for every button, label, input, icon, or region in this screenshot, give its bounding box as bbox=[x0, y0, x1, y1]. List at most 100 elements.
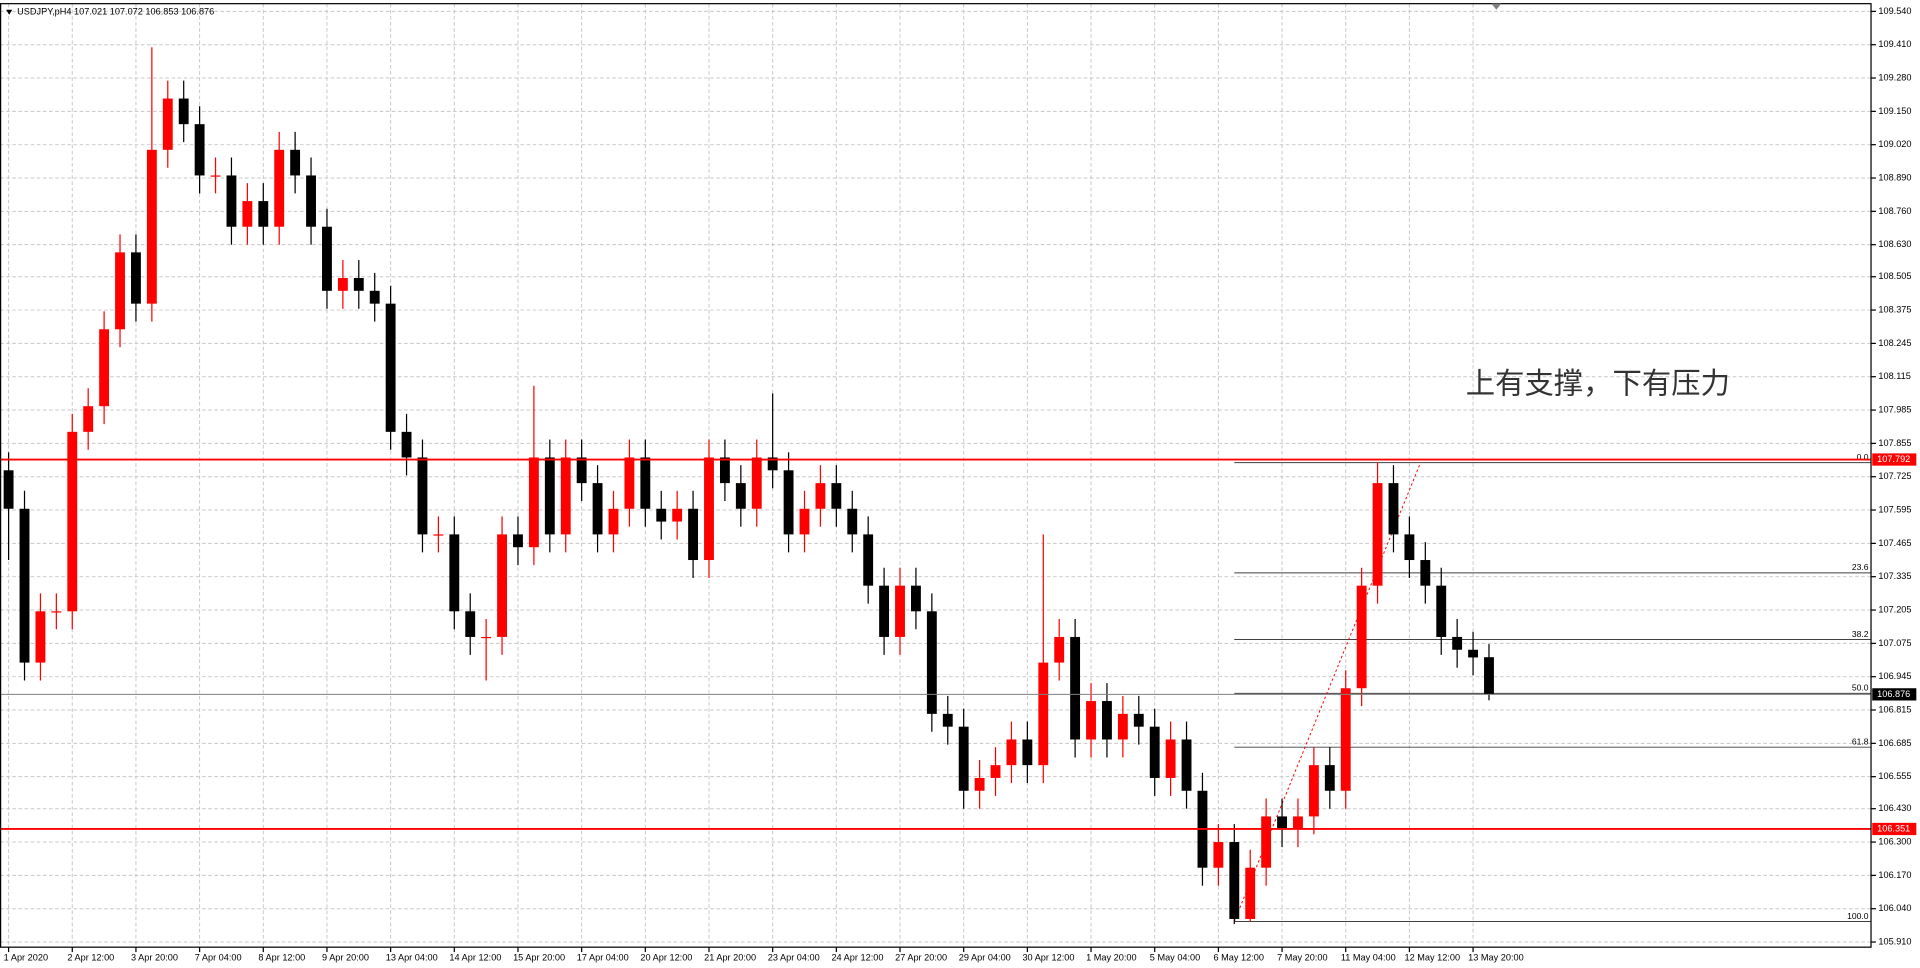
candle-body bbox=[337, 278, 348, 291]
candle-body bbox=[290, 149, 301, 176]
candle-body bbox=[544, 457, 555, 535]
candle-body bbox=[1102, 701, 1112, 740]
y-tick-label: 109.540 bbox=[1878, 6, 1911, 16]
candle-body bbox=[210, 175, 221, 177]
candle-body bbox=[895, 585, 905, 637]
candle-body bbox=[1133, 713, 1144, 727]
price-level-box bbox=[1872, 688, 1917, 701]
candle-body bbox=[926, 611, 937, 714]
y-tick-label: 109.410 bbox=[1878, 39, 1911, 49]
candle-body bbox=[401, 431, 412, 458]
price-level-label: 106.876 bbox=[1877, 689, 1910, 699]
candle-body bbox=[1213, 842, 1224, 868]
x-tick-label: 2 Apr 12:00 bbox=[67, 953, 114, 963]
x-tick-label: 27 Apr 20:00 bbox=[895, 953, 947, 963]
candle-body bbox=[465, 611, 476, 637]
candle-body bbox=[497, 534, 507, 637]
candle-body bbox=[226, 175, 237, 227]
y-tick-label: 109.280 bbox=[1878, 72, 1911, 82]
candle-body bbox=[1277, 816, 1287, 830]
y-tick-label: 106.040 bbox=[1878, 903, 1911, 913]
candle-body bbox=[656, 508, 667, 522]
y-tick-label: 108.760 bbox=[1878, 206, 1911, 216]
candle-body bbox=[815, 483, 826, 509]
candle-body bbox=[719, 457, 730, 484]
candle-body bbox=[1117, 713, 1128, 740]
axes: 109.540 109.410 109.280 109.150 109.020 108.8… bbox=[4, 6, 1917, 963]
candle-body bbox=[799, 508, 810, 535]
candle-body bbox=[688, 508, 699, 561]
y-tick-label: 107.855 bbox=[1878, 438, 1911, 448]
fibo-label: 23.6 bbox=[1852, 562, 1869, 572]
candle-body bbox=[1436, 585, 1447, 637]
x-tick-label: 11 May 04:00 bbox=[1341, 953, 1396, 963]
candle-body bbox=[385, 303, 396, 432]
candle-body bbox=[1468, 649, 1479, 658]
candle-body bbox=[194, 124, 205, 176]
candle-body bbox=[990, 765, 1001, 778]
x-tick-label: 21 Apr 20:00 bbox=[704, 953, 756, 963]
chart-title: USDJPY,pH4 107.021 107.072 106.853 106.8… bbox=[17, 7, 214, 17]
candle-body bbox=[624, 457, 635, 509]
candle-body bbox=[1165, 739, 1176, 778]
candle-body bbox=[751, 457, 762, 509]
y-tick-label: 106.685 bbox=[1878, 738, 1911, 748]
candle-body bbox=[847, 508, 858, 535]
candle-body bbox=[1086, 701, 1096, 740]
y-tick-label: 106.170 bbox=[1878, 870, 1911, 880]
candle-body bbox=[3, 470, 14, 509]
y-tick-label: 108.630 bbox=[1878, 239, 1911, 249]
candle-body bbox=[528, 457, 539, 548]
x-tick-label: 5 May 04:00 bbox=[1150, 953, 1200, 963]
price-level-label: 107.792 bbox=[1877, 454, 1910, 464]
title-icon bbox=[6, 9, 13, 15]
y-tick-label: 107.335 bbox=[1878, 571, 1911, 581]
candle-body bbox=[1420, 560, 1431, 586]
x-tick-label: 1 Apr 2020 bbox=[4, 953, 48, 963]
candle-body bbox=[879, 585, 890, 637]
trend-line bbox=[1233, 462, 1421, 922]
candle-body bbox=[1054, 636, 1065, 663]
y-tick-label: 107.595 bbox=[1878, 504, 1911, 514]
price-level-box bbox=[1872, 453, 1917, 466]
candle-body bbox=[735, 483, 746, 509]
y-tick-label: 108.115 bbox=[1878, 371, 1910, 381]
fibo-label: 0.0 bbox=[1857, 452, 1869, 462]
candle-body bbox=[369, 290, 380, 304]
candle-body bbox=[1149, 726, 1160, 778]
y-tick-label: 106.945 bbox=[1878, 671, 1911, 681]
x-tick-label: 13 May 20:00 bbox=[1468, 953, 1524, 963]
y-tick-label: 106.430 bbox=[1878, 803, 1911, 813]
candle-body bbox=[1229, 842, 1240, 919]
candle-body bbox=[767, 457, 778, 471]
y-tick-label: 108.890 bbox=[1878, 172, 1911, 182]
candle-body bbox=[1293, 816, 1303, 830]
y-tick-label: 107.205 bbox=[1878, 604, 1911, 614]
x-tick-label: 30 Apr 12:00 bbox=[1022, 953, 1074, 963]
y-tick-label: 107.075 bbox=[1878, 638, 1911, 648]
y-tick-label: 105.910 bbox=[1878, 936, 1911, 946]
candle-body bbox=[1324, 765, 1335, 791]
candle-body bbox=[1261, 816, 1272, 868]
x-tick-label: 29 Apr 04:00 bbox=[959, 953, 1011, 963]
price-level-box bbox=[1872, 822, 1917, 836]
candle-body bbox=[608, 508, 619, 535]
candle-body bbox=[1006, 739, 1017, 766]
fibo-label: 61.8 bbox=[1852, 737, 1869, 747]
candle-body bbox=[1340, 688, 1351, 791]
candle-body bbox=[958, 726, 969, 791]
candle-body bbox=[162, 98, 173, 150]
candle-body bbox=[1245, 867, 1256, 919]
y-tick-label: 109.020 bbox=[1878, 139, 1911, 149]
candle-body bbox=[19, 508, 30, 663]
y-tick-label: 107.725 bbox=[1878, 471, 1911, 481]
candle-body bbox=[1484, 657, 1494, 695]
candle-body bbox=[83, 406, 94, 432]
candle-body bbox=[863, 534, 874, 586]
candle-body bbox=[560, 457, 571, 535]
candle-body bbox=[258, 201, 269, 227]
price-level-label: 106.351 bbox=[1877, 823, 1910, 833]
candle-body bbox=[831, 483, 842, 509]
